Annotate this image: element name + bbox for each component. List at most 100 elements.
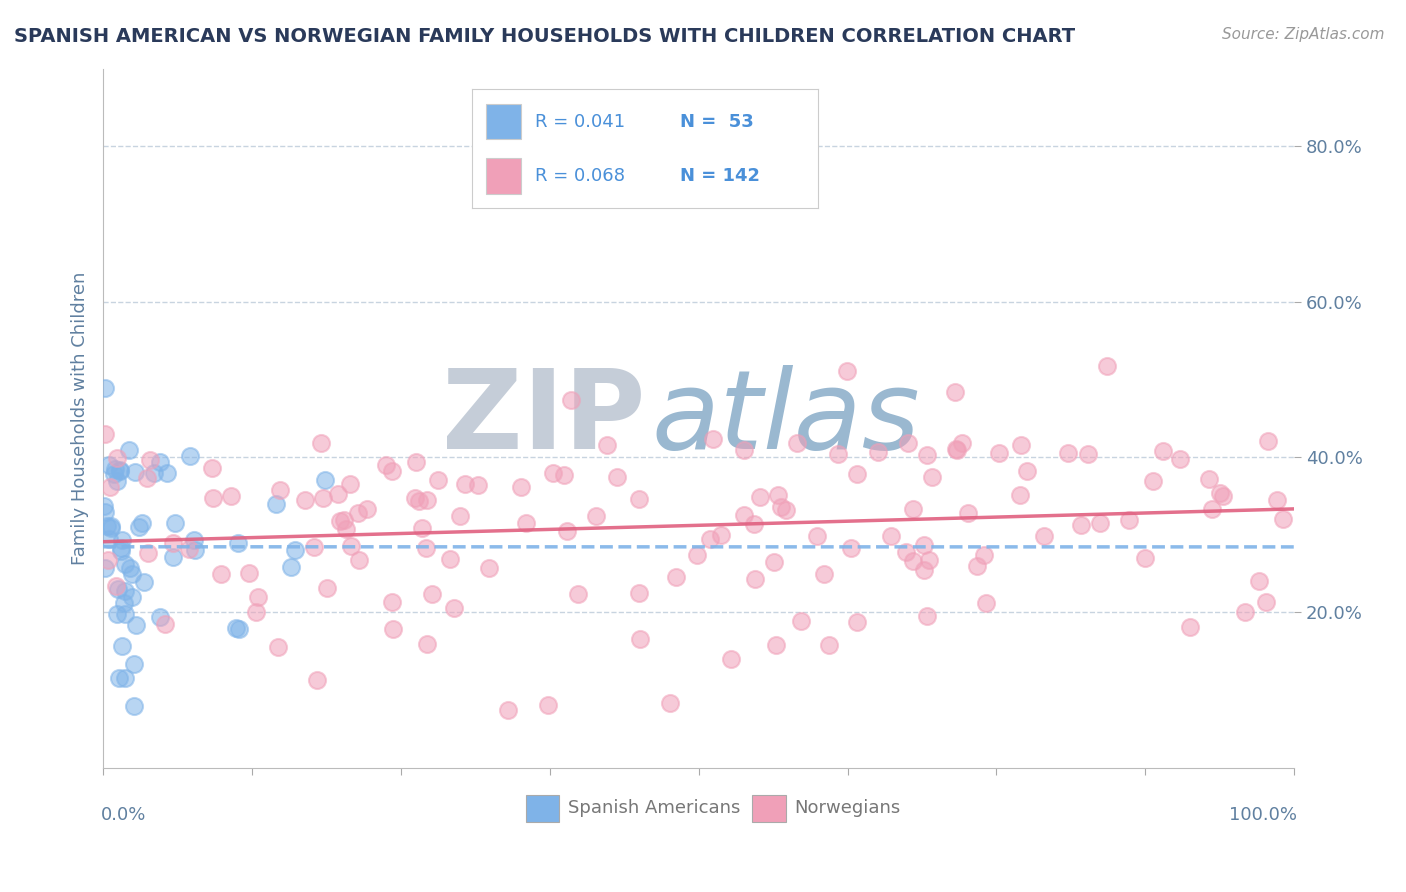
Point xyxy=(93,500,115,514)
Point xyxy=(121,566,143,581)
Point xyxy=(100,518,122,533)
Point xyxy=(897,436,920,450)
Point xyxy=(628,632,651,647)
Point xyxy=(1265,493,1288,508)
Point xyxy=(627,491,650,506)
Point xyxy=(107,582,129,596)
Point xyxy=(509,480,531,494)
Point xyxy=(118,443,141,458)
Y-axis label: Family Households with Children: Family Households with Children xyxy=(72,271,89,565)
Point xyxy=(122,657,145,671)
Point xyxy=(177,542,200,557)
Point xyxy=(515,516,537,531)
Point xyxy=(790,614,813,628)
Point xyxy=(294,492,316,507)
Point xyxy=(408,493,430,508)
Point xyxy=(765,638,787,652)
Point xyxy=(94,426,117,441)
Point xyxy=(560,392,582,407)
Point xyxy=(555,524,578,539)
Point xyxy=(107,672,129,686)
Point xyxy=(426,473,449,487)
Point xyxy=(1142,474,1164,488)
Point xyxy=(567,586,589,600)
Point xyxy=(162,536,184,550)
Point xyxy=(596,438,619,452)
Point xyxy=(202,491,225,505)
Point xyxy=(686,548,709,562)
Point xyxy=(817,638,839,652)
Point xyxy=(284,543,307,558)
Point xyxy=(845,615,868,629)
Point xyxy=(912,538,935,552)
Point xyxy=(226,536,249,550)
Point xyxy=(131,516,153,531)
Point xyxy=(356,501,378,516)
Point xyxy=(149,455,172,469)
Point xyxy=(335,522,357,536)
Point xyxy=(153,616,176,631)
Point xyxy=(143,466,166,480)
Point xyxy=(104,579,127,593)
Point xyxy=(162,550,184,565)
Point xyxy=(98,458,121,472)
Point xyxy=(110,533,132,548)
Point xyxy=(121,590,143,604)
Point xyxy=(786,435,808,450)
Point xyxy=(880,528,903,542)
Point xyxy=(659,697,682,711)
Point xyxy=(974,596,997,610)
Point xyxy=(114,671,136,685)
Point xyxy=(918,553,941,567)
Point xyxy=(107,607,129,622)
Point xyxy=(122,698,145,713)
Point xyxy=(1201,501,1223,516)
Point xyxy=(94,381,117,395)
Point xyxy=(827,447,849,461)
Point xyxy=(966,559,988,574)
Point xyxy=(443,600,465,615)
Point xyxy=(720,652,742,666)
Point xyxy=(94,505,117,519)
Point xyxy=(537,698,560,712)
Point xyxy=(138,546,160,560)
Point xyxy=(94,561,117,575)
Point xyxy=(901,554,924,568)
Point xyxy=(946,442,969,457)
Point xyxy=(749,490,772,504)
Point xyxy=(1168,452,1191,467)
Point xyxy=(326,487,349,501)
Point xyxy=(381,595,404,609)
Point xyxy=(114,607,136,621)
Point xyxy=(733,508,755,522)
Point xyxy=(108,464,131,478)
Point xyxy=(110,541,132,555)
Point xyxy=(103,467,125,481)
Text: Source: ZipAtlas.com: Source: ZipAtlas.com xyxy=(1222,27,1385,42)
Point xyxy=(128,520,150,534)
Point xyxy=(96,518,118,533)
Point xyxy=(769,500,792,515)
Point xyxy=(228,622,250,636)
Point xyxy=(132,574,155,589)
Point xyxy=(762,555,785,569)
Point xyxy=(1209,486,1232,500)
Point xyxy=(606,470,628,484)
Point xyxy=(449,508,471,523)
Point xyxy=(103,462,125,476)
Point xyxy=(110,543,132,558)
Point xyxy=(124,465,146,479)
Point xyxy=(420,586,443,600)
Point xyxy=(339,539,361,553)
Point xyxy=(339,477,361,491)
Point xyxy=(1057,446,1080,460)
Point xyxy=(585,509,607,524)
Text: SPANISH AMERICAN VS NORWEGIAN FAMILY HOUSEHOLDS WITH CHILDREN CORRELATION CHART: SPANISH AMERICAN VS NORWEGIAN FAMILY HOU… xyxy=(14,27,1076,45)
Point xyxy=(163,516,186,531)
Point xyxy=(219,489,242,503)
Point xyxy=(478,560,501,574)
Point xyxy=(1212,489,1234,503)
Point xyxy=(806,529,828,543)
Point xyxy=(1088,516,1111,531)
Point xyxy=(973,549,995,563)
